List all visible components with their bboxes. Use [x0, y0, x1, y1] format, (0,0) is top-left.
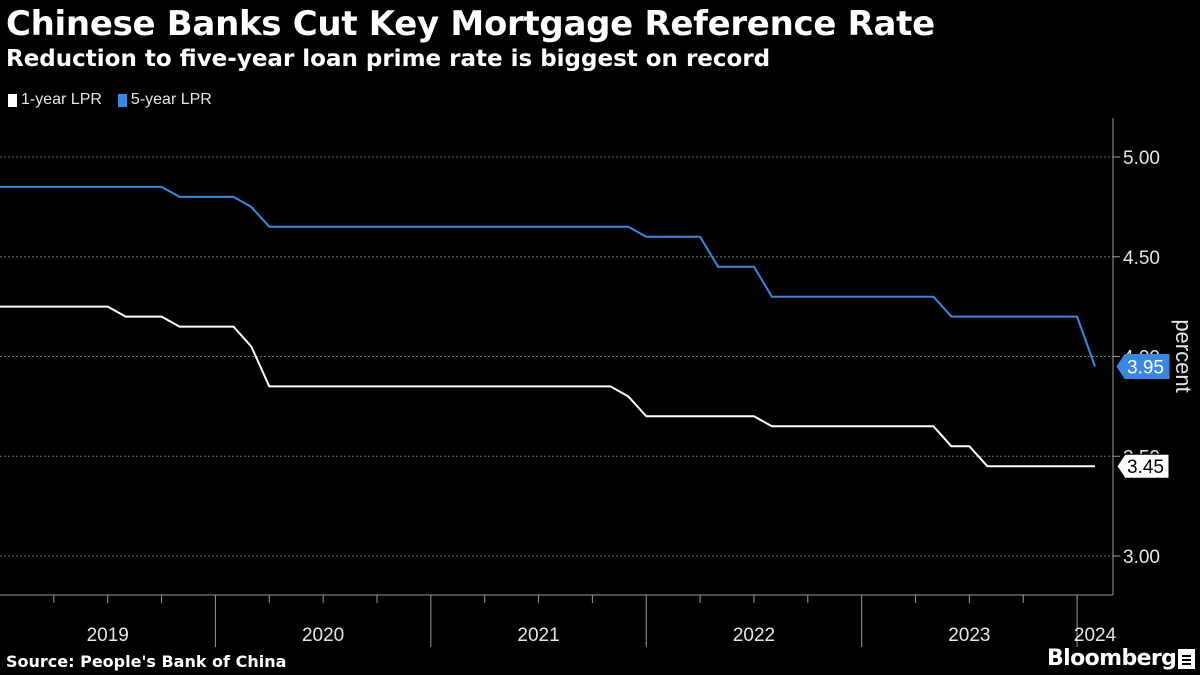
source-note: Source: People's Bank of China: [6, 652, 287, 671]
grid-lines: [0, 156, 1113, 557]
legend: 1-year LPR 5-year LPR: [8, 91, 212, 109]
chart-title: Chinese Banks Cut Key Mortgage Reference…: [6, 4, 935, 44]
legend-item-1-year: 1-year LPR: [8, 91, 102, 109]
end-label-tag-1-year-lpr: [1116, 453, 1170, 479]
x-year-label-2022: 2022: [733, 625, 775, 646]
legend-label-1-year: 1-year LPR: [21, 91, 102, 108]
legend-item-5-year: 5-year LPR: [117, 91, 212, 109]
x-year-label-2024: 2024: [1074, 625, 1117, 646]
y-axis-label: percent: [1171, 319, 1196, 392]
x-year-label-2019: 2019: [87, 625, 129, 646]
x-year-label-2021: 2021: [517, 625, 559, 646]
bloomberg-logo: Bloomberg: [1047, 646, 1177, 671]
legend-swatch-5-year: [117, 93, 127, 107]
labels: 3.45 3.95: [1116, 353, 1170, 479]
y-tick-label-3.00: 3.00: [1123, 547, 1160, 568]
chart-subtitle: Reduction to five-year loan prime rate i…: [6, 46, 771, 72]
series-lines: [0, 185, 1096, 468]
x-year-label-2023: 2023: [948, 625, 990, 646]
end-label-1-year-lpr: 3.45: [1127, 457, 1164, 478]
series-line-5-year-lpr: [0, 185, 1096, 367]
x-year-label-2020: 2020: [302, 625, 344, 646]
end-label-tag-5-year-lpr: [1116, 353, 1170, 379]
series-line-1-year-lpr: [0, 305, 1095, 468]
legend-swatch-1-year: [8, 93, 17, 107]
legend-label-5-year: 5-year LPR: [130, 91, 212, 108]
axes: 3.003.504.004.505.00percent2019202020212…: [0, 118, 1196, 647]
bloomberg-terminal-icon: [1178, 649, 1195, 669]
end-label-5-year-lpr: 3.95: [1127, 357, 1164, 378]
y-tick-label-5.00: 5.00: [1123, 148, 1160, 169]
y-tick-label-4.50: 4.50: [1123, 248, 1160, 269]
